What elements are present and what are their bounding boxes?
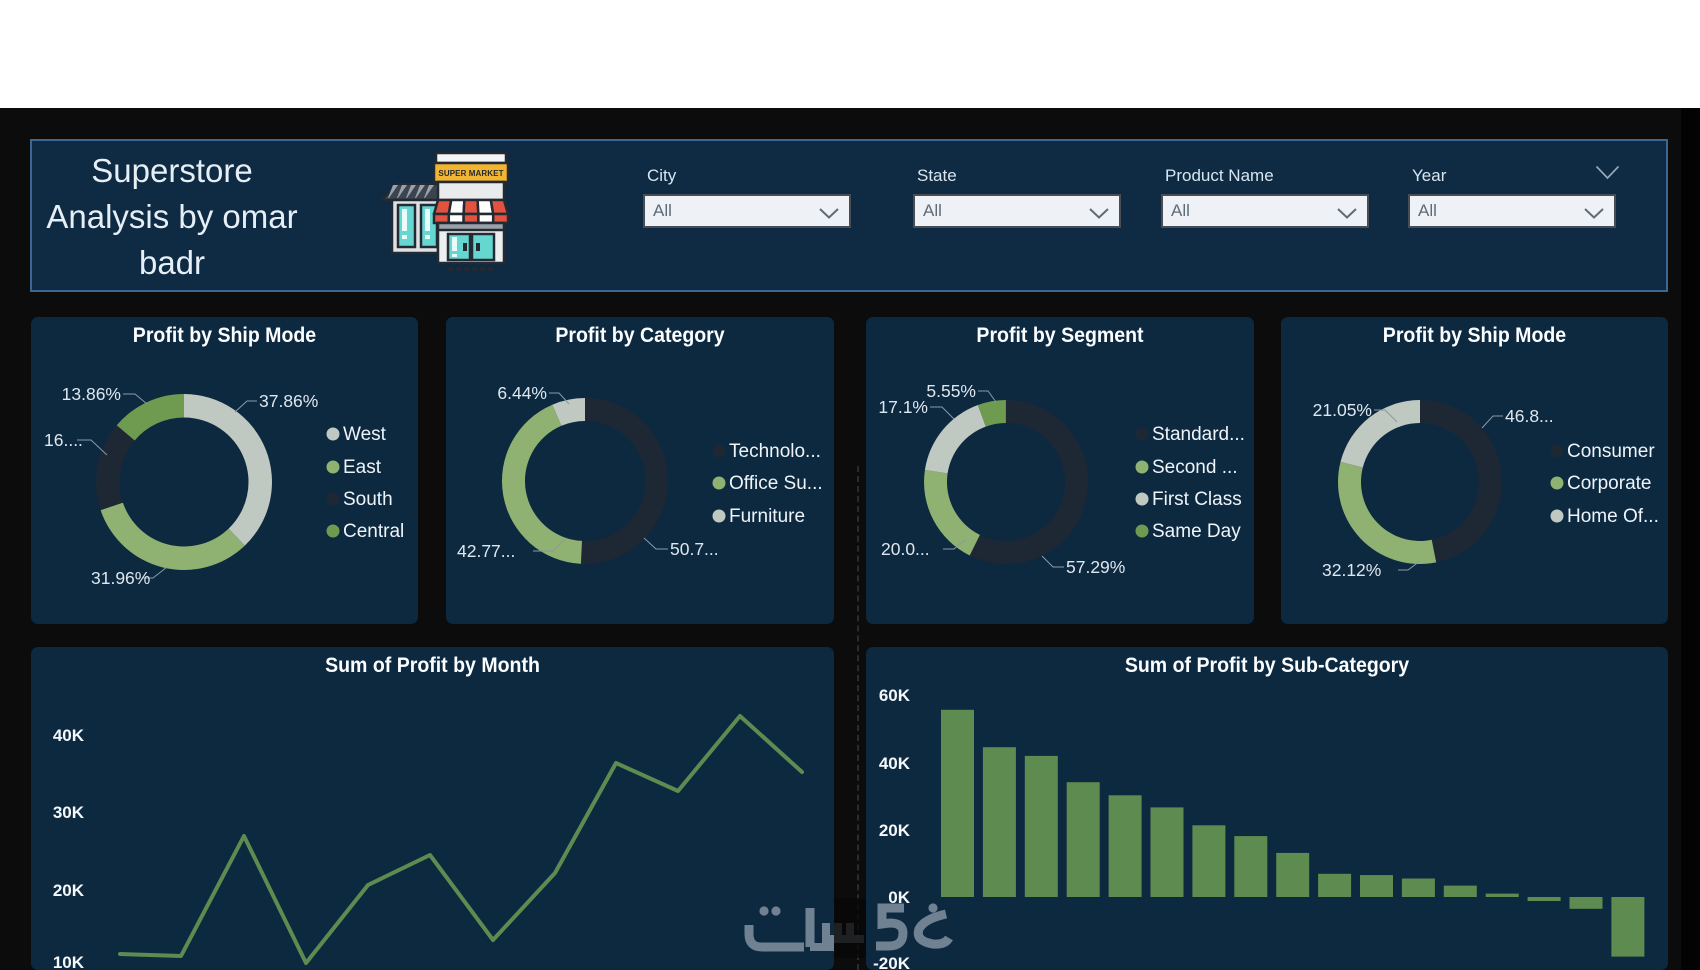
svg-text:21.05%: 21.05% — [1313, 400, 1372, 420]
svg-text:37.86%: 37.86% — [259, 391, 318, 411]
svg-text:Same Day: Same Day — [1152, 521, 1241, 542]
svg-text:31.96%: 31.96% — [91, 568, 150, 588]
svg-text:Central: Central — [343, 521, 404, 542]
svg-text:SUPER MARKET: SUPER MARKET — [438, 169, 503, 178]
svg-text:32.12%: 32.12% — [1322, 560, 1381, 580]
svg-text:Second ...: Second ... — [1152, 457, 1238, 478]
svg-text:17.1%: 17.1% — [878, 397, 928, 417]
svg-text:Home Of...: Home Of... — [1567, 506, 1659, 527]
svg-text:-20K: -20K — [873, 954, 911, 970]
svg-text:60K: 60K — [879, 686, 911, 705]
svg-text:42.77...: 42.77... — [457, 541, 515, 561]
svg-text:30K: 30K — [53, 803, 85, 822]
svg-text:0K: 0K — [888, 888, 910, 907]
svg-text:Furniture: Furniture — [729, 506, 805, 527]
svg-text:20K: 20K — [879, 821, 911, 840]
svg-text:20K: 20K — [53, 881, 85, 900]
svg-text:16....: 16.... — [44, 430, 83, 450]
svg-text:Consumer: Consumer — [1567, 441, 1655, 462]
svg-text:South: South — [343, 489, 393, 510]
svg-text:East: East — [343, 457, 382, 478]
svg-text:6.44%: 6.44% — [497, 383, 547, 403]
svg-text:50.7...: 50.7... — [670, 539, 719, 559]
svg-text:13.86%: 13.86% — [62, 384, 121, 404]
svg-text:40K: 40K — [879, 754, 911, 773]
svg-text:57.29%: 57.29% — [1066, 557, 1125, 577]
svg-text:Standard...: Standard... — [1152, 424, 1245, 445]
svg-text:46.8...: 46.8... — [1505, 406, 1554, 426]
svg-text:10K: 10K — [53, 953, 85, 970]
svg-text:Office Su...: Office Su... — [729, 473, 823, 494]
svg-text:Technolo...: Technolo... — [729, 441, 821, 462]
svg-text:Corporate: Corporate — [1567, 473, 1652, 494]
svg-text:40K: 40K — [53, 726, 85, 745]
svg-text:5.55%: 5.55% — [926, 381, 976, 401]
svg-text:20.0...: 20.0... — [881, 539, 930, 559]
svg-text:First Class: First Class — [1152, 489, 1242, 510]
svg-text:West: West — [343, 424, 387, 445]
